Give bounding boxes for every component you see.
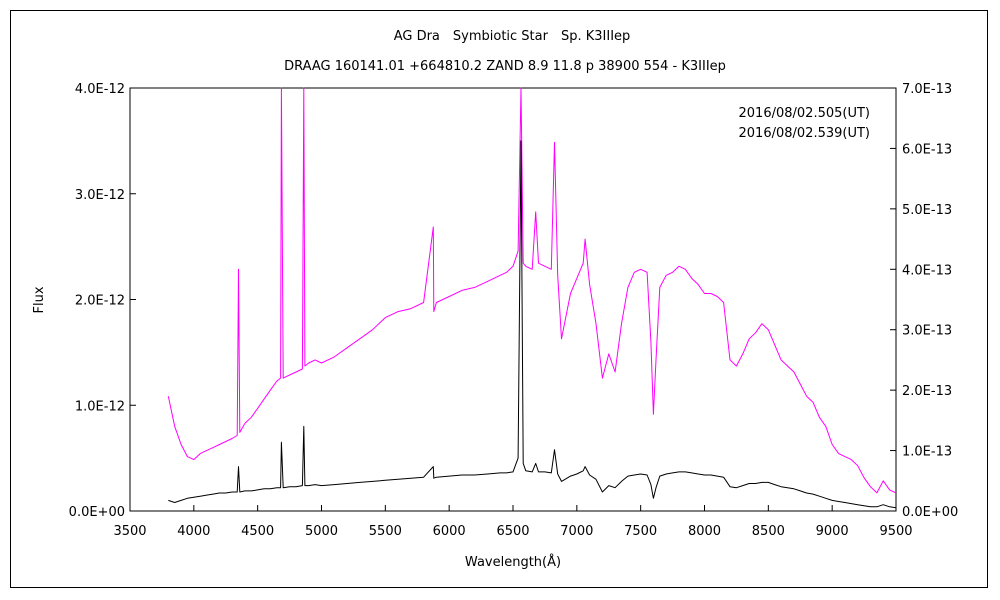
x-tick-label: 7500 — [624, 524, 657, 539]
x-tick-label: 4500 — [241, 524, 274, 539]
x-tick-label: 9500 — [879, 524, 912, 539]
series-line-black — [168, 140, 897, 509]
x-tick-label: 5000 — [305, 524, 338, 539]
y-axis-right: 0.0E+00 1.0E-13 2.0E-13 3.0E-13 4.0E-13 5.0E-… — [890, 82, 958, 520]
y-axis-label: Flux — [32, 286, 47, 313]
y-right-tick-label: 5.0E-13 — [902, 203, 952, 218]
y-right-tick-label: 0.0E+00 — [902, 505, 958, 520]
chart-title: AG Dra Symbiotic Star Sp. K3IIIep — [394, 29, 631, 44]
y-left-tick-label: 0.0E+00 — [69, 505, 125, 520]
x-tick-label: 8000 — [688, 524, 721, 539]
x-axis-label: Wavelength(Å) — [465, 554, 561, 570]
y-left-tick-label: 1.0E-12 — [75, 399, 125, 414]
y-axis-left: 0.0E+00 1.0E-12 2.0E-12 3.0E-12 4.0E-12 — [69, 82, 136, 520]
y-right-tick-label: 4.0E-13 — [902, 263, 952, 278]
x-tick-label: 3500 — [113, 524, 146, 539]
x-tick-label: 6000 — [433, 524, 466, 539]
y-right-tick-label: 7.0E-13 — [902, 82, 952, 97]
x-tick-label: 9000 — [816, 524, 849, 539]
series-line-magenta — [167, 87, 897, 494]
x-axis: 3500 4000 4500 5000 5500 6000 6500 7000 7500 8000… — [113, 505, 913, 539]
y-right-tick-label: 1.0E-13 — [902, 445, 952, 460]
legend-entry-black: 2016/08/02.539(UT) — [739, 126, 870, 141]
chart-subtitle: DRAAG 160141.01 +664810.2 ZAND 8.9 11.8 … — [284, 59, 726, 74]
y-right-tick-label: 2.0E-13 — [902, 384, 952, 399]
x-tick-label: 8500 — [752, 524, 785, 539]
x-tick-label: 4000 — [177, 524, 210, 539]
y-left-tick-label: 4.0E-12 — [75, 82, 125, 97]
y-left-tick-label: 2.0E-12 — [75, 294, 125, 309]
plot-area — [129, 87, 897, 512]
x-tick-label: 5500 — [369, 524, 402, 539]
chart-frame — [10, 10, 988, 588]
y-right-tick-label: 3.0E-13 — [902, 324, 952, 339]
y-left-tick-label: 3.0E-12 — [75, 188, 125, 203]
x-tick-label: 7000 — [560, 524, 593, 539]
series-layer — [167, 87, 897, 509]
y-right-tick-label: 6.0E-13 — [902, 142, 952, 157]
x-tick-label: 6500 — [496, 524, 529, 539]
legend-entry-magenta: 2016/08/02.505(UT) — [739, 106, 870, 121]
